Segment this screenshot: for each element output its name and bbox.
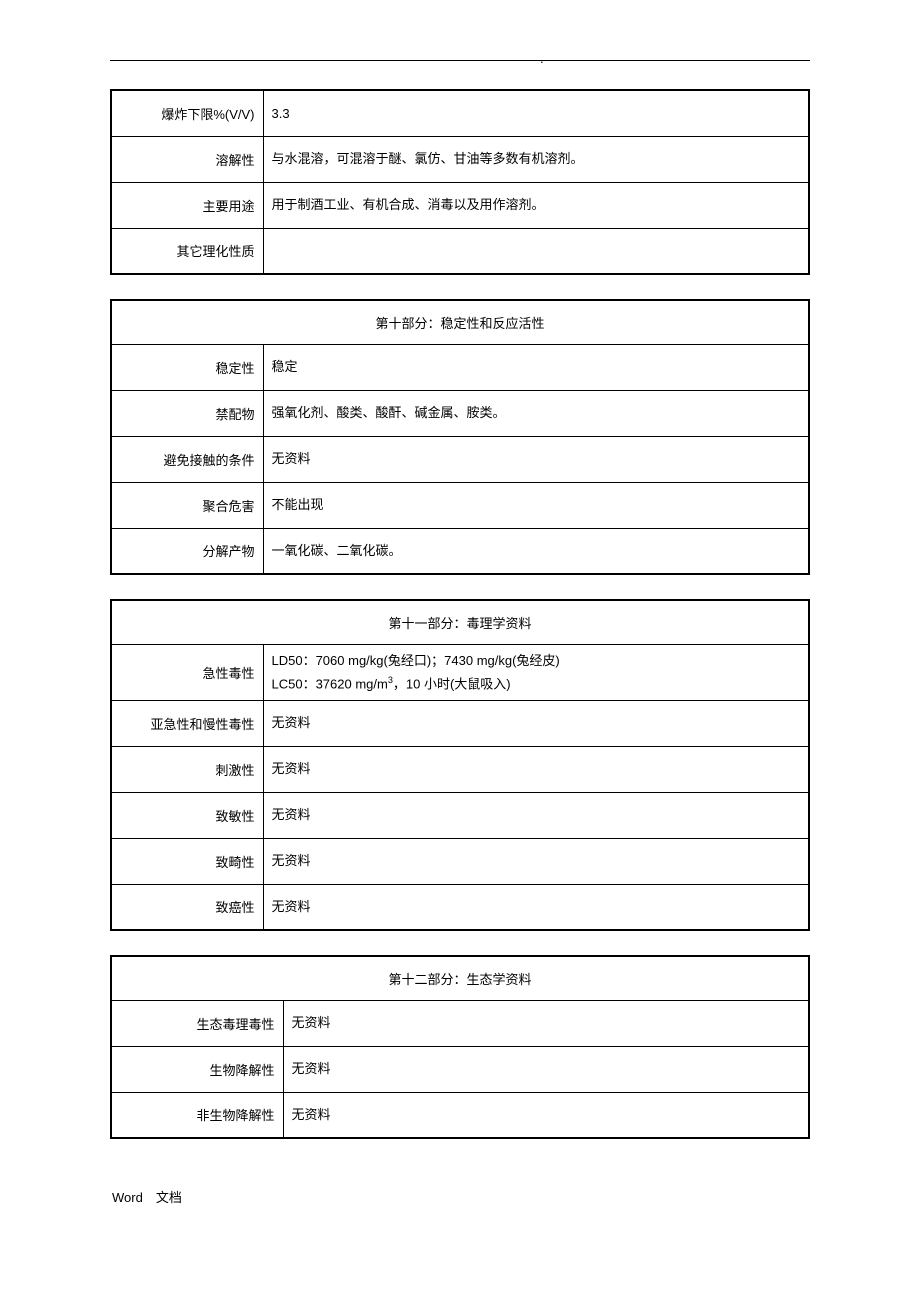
section-header-row: 第十部分：稳定性和反应活性: [111, 300, 809, 344]
row-label: 致敏性: [111, 792, 263, 838]
row-label: 非生物降解性: [111, 1092, 283, 1138]
section-header-row: 第十一部分：毒理学资料: [111, 600, 809, 644]
table-row: 亚急性和慢性毒性 无资料: [111, 700, 809, 746]
section-header: 第十二部分：生态学资料: [111, 956, 809, 1000]
row-value: 无资料: [263, 838, 809, 884]
table-section-10-stability: 第十部分：稳定性和反应活性 稳定性 稳定 禁配物 强氧化剂、酸类、酸酐、碱金属、…: [110, 299, 810, 575]
row-label: 急性毒性: [111, 644, 263, 700]
table-row: 主要用途 用于制酒工业、有机合成、消毒以及用作溶剂。: [111, 182, 809, 228]
table-row: 刺激性 无资料: [111, 746, 809, 792]
table-section-12-ecology: 第十二部分：生态学资料 生态毒理毒性 无资料 生物降解性 无资料 非生物降解性 …: [110, 955, 810, 1139]
section-header: 第十一部分：毒理学资料: [111, 600, 809, 644]
row-label: 亚急性和慢性毒性: [111, 700, 263, 746]
row-label: 避免接触的条件: [111, 436, 263, 482]
row-label: 稳定性: [111, 344, 263, 390]
header-rule: [110, 60, 810, 61]
table-row: 其它理化性质: [111, 228, 809, 274]
row-value: 与水混溶，可混溶于醚、氯仿、甘油等多数有机溶剂。: [263, 136, 809, 182]
row-value: 强氧化剂、酸类、酸酐、碱金属、胺类。: [263, 390, 809, 436]
table-section-11-toxicology: 第十一部分：毒理学资料 急性毒性 LD50：7060 mg/kg(兔经口)；74…: [110, 599, 810, 931]
row-value: 无资料: [283, 1046, 809, 1092]
table-row: 急性毒性 LD50：7060 mg/kg(兔经口)；7430 mg/kg(兔经皮…: [111, 644, 809, 700]
row-label: 主要用途: [111, 182, 263, 228]
table-row: 稳定性 稳定: [111, 344, 809, 390]
row-label: 致癌性: [111, 884, 263, 930]
row-label: 禁配物: [111, 390, 263, 436]
row-value: 无资料: [283, 1092, 809, 1138]
row-label: 分解产物: [111, 528, 263, 574]
table-row: 非生物降解性 无资料: [111, 1092, 809, 1138]
table-row: 分解产物 一氧化碳、二氧化碳。: [111, 528, 809, 574]
row-value: 用于制酒工业、有机合成、消毒以及用作溶剂。: [263, 182, 809, 228]
row-value: 稳定: [263, 344, 809, 390]
row-value: 无资料: [263, 700, 809, 746]
row-value: 无资料: [263, 746, 809, 792]
row-value: 无资料: [263, 436, 809, 482]
table-row: 禁配物 强氧化剂、酸类、酸酐、碱金属、胺类。: [111, 390, 809, 436]
section-header-row: 第十二部分：生态学资料: [111, 956, 809, 1000]
row-label: 致畸性: [111, 838, 263, 884]
row-label: 生物降解性: [111, 1046, 283, 1092]
footer-text: Word 文档: [110, 1187, 810, 1206]
table-row: 生态毒理毒性 无资料: [111, 1000, 809, 1046]
table-row: 致畸性 无资料: [111, 838, 809, 884]
table-row: 避免接触的条件 无资料: [111, 436, 809, 482]
table-physicochemical-continued: 爆炸下限%(V/V) 3.3 溶解性 与水混溶，可混溶于醚、氯仿、甘油等多数有机…: [110, 89, 810, 275]
row-label: 爆炸下限%(V/V): [111, 90, 263, 136]
row-label: 其它理化性质: [111, 228, 263, 274]
row-value: 无资料: [263, 792, 809, 838]
row-label: 溶解性: [111, 136, 263, 182]
row-value: LD50：7060 mg/kg(兔经口)；7430 mg/kg(兔经皮)LC50…: [263, 644, 809, 700]
section-header: 第十部分：稳定性和反应活性: [111, 300, 809, 344]
table-row: 溶解性 与水混溶，可混溶于醚、氯仿、甘油等多数有机溶剂。: [111, 136, 809, 182]
table-row: 致癌性 无资料: [111, 884, 809, 930]
row-value: 3.3: [263, 90, 809, 136]
row-value: 不能出现: [263, 482, 809, 528]
table-row: 爆炸下限%(V/V) 3.3: [111, 90, 809, 136]
row-value: 一氧化碳、二氧化碳。: [263, 528, 809, 574]
row-label: 生态毒理毒性: [111, 1000, 283, 1046]
row-value: 无资料: [263, 884, 809, 930]
row-label: 聚合危害: [111, 482, 263, 528]
row-value: 无资料: [283, 1000, 809, 1046]
table-row: 致敏性 无资料: [111, 792, 809, 838]
table-row: 生物降解性 无资料: [111, 1046, 809, 1092]
row-label: 刺激性: [111, 746, 263, 792]
row-value: [263, 228, 809, 274]
table-row: 聚合危害 不能出现: [111, 482, 809, 528]
